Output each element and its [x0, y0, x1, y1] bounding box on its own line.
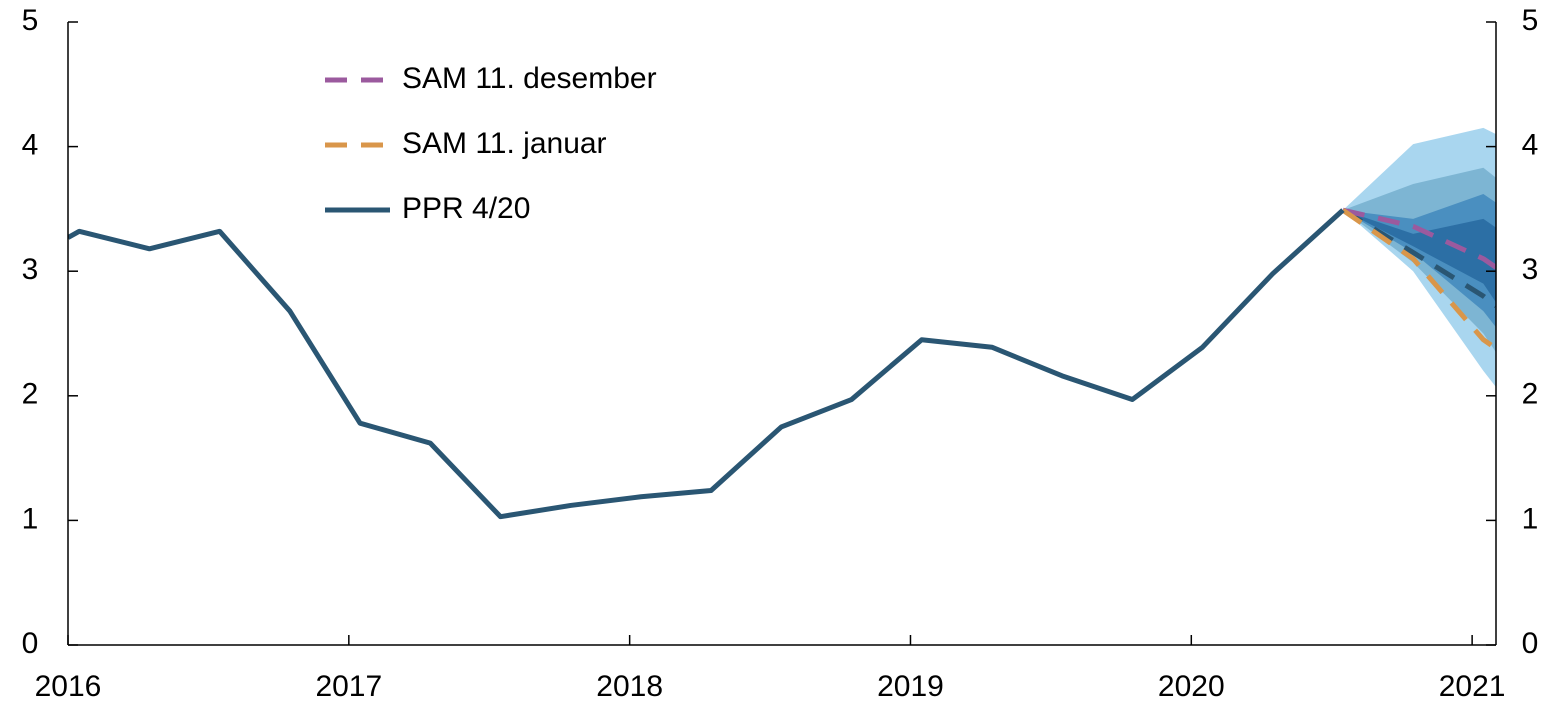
series-line	[1341, 208, 1496, 351]
legend-label: SAM 11. januar	[402, 127, 607, 160]
fan-band	[1342, 210, 1496, 303]
series-line	[68, 208, 1345, 520]
y-tick-label: 4	[22, 129, 39, 162]
x-tick-label: 2016	[35, 670, 102, 703]
y-tick-label: 5	[22, 4, 39, 37]
plot-area	[68, 127, 1496, 520]
y-tick-label: 3	[22, 253, 39, 286]
x-tick-label: 2021	[1439, 670, 1506, 703]
y-tick-label: 0	[22, 627, 39, 660]
y2-tick-label: 2	[1522, 378, 1539, 411]
x-tick-label: 2017	[315, 670, 382, 703]
x-tick-label: 2018	[596, 670, 663, 703]
series-line	[1341, 208, 1496, 309]
x-tick-label: 2020	[1158, 670, 1225, 703]
y2-tick-label: 1	[1522, 502, 1539, 535]
y-tick-label: 2	[22, 378, 39, 411]
y2-tick-label: 5	[1522, 4, 1539, 37]
legend-label: SAM 11. desember	[402, 62, 657, 95]
y-tick-label: 1	[22, 502, 39, 535]
y2-tick-label: 4	[1522, 129, 1539, 162]
legend-label: PPR 4/20	[402, 192, 530, 225]
y2-tick-label: 3	[1522, 253, 1539, 286]
x-tick-label: 2019	[877, 670, 944, 703]
series-line	[1342, 207, 1496, 270]
y2-tick-label: 0	[1522, 627, 1539, 660]
